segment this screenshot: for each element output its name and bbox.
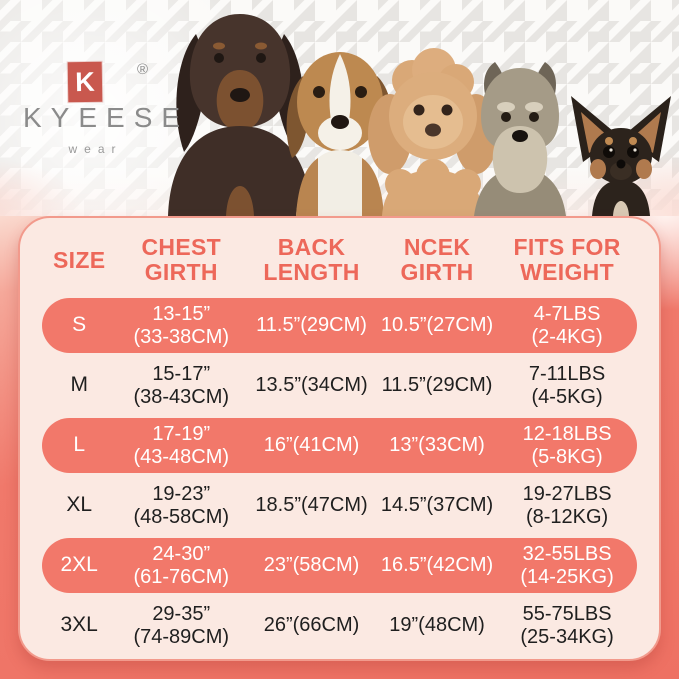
- brand-subtitle: wear: [68, 142, 123, 156]
- cell-weight: 19-27LBS (8-12KG): [522, 482, 612, 528]
- cell-chest-girth: 24-30” (61-76CM): [133, 542, 230, 588]
- brand-logo-letter: K: [74, 66, 96, 97]
- cell-back-length: 11.5”(29CM): [256, 314, 367, 336]
- cell-back-length: 13.5”(34CM): [255, 374, 368, 396]
- cell-size: M: [70, 373, 88, 397]
- table-row-3xl: 3XL 29-35” (74-89CM) 26”(66CM) 19”(48CM)…: [42, 598, 637, 653]
- cell-back-length: 16”(41CM): [263, 434, 360, 456]
- cell-neck-girth: 14.5”(37CM): [380, 494, 494, 516]
- cell-size: L: [73, 433, 86, 457]
- cell-size: S: [72, 313, 87, 337]
- hero-section: K ® KYEESE wear: [0, 0, 679, 216]
- dogs-illustration: [168, 14, 671, 216]
- column-header-chest-girth: CHEST GIRTH: [141, 234, 221, 285]
- chart-background: SIZE CHEST GIRTH BACK LENGTH NCEK GIRTH …: [0, 216, 679, 679]
- table-row-s: S 13-15” (33-38CM) 11.5”(29CM) 10.5”(27C…: [42, 298, 637, 353]
- cell-chest-girth: 19-23” (48-58CM): [133, 482, 230, 528]
- brand-name: KYEESE: [23, 102, 190, 133]
- cell-chest-girth: 13-15” (33-38CM): [133, 302, 230, 348]
- cell-neck-girth: 10.5”(27CM): [380, 314, 494, 336]
- table-row-xl: XL 19-23” (48-58CM) 18.5”(47CM) 14.5”(37…: [42, 478, 637, 533]
- brand-logo-mark: K: [67, 61, 103, 103]
- cell-neck-girth: 16.5”(42CM): [380, 554, 494, 576]
- cell-weight: 4-7LBS (2-4KG): [531, 302, 603, 348]
- cell-chest-girth: 15-17” (38-43CM): [133, 362, 230, 408]
- cell-size: XL: [66, 493, 93, 517]
- column-header-neck-girth: NCEK GIRTH: [400, 234, 474, 285]
- column-header-back-length: BACK LENGTH: [263, 234, 360, 285]
- cell-size: 2XL: [60, 553, 98, 577]
- cell-neck-girth: 13”(33CM): [389, 434, 485, 456]
- dog-doberman-image: [168, 14, 312, 216]
- column-header-fits-for-weight: FITS FOR WEIGHT: [513, 234, 621, 285]
- cell-size: 3XL: [60, 613, 98, 637]
- table-row-m: M 15-17” (38-43CM) 13.5”(34CM) 11.5”(29C…: [42, 358, 637, 413]
- column-header-size: SIZE: [53, 246, 106, 273]
- cell-chest-girth: 29-35” (74-89CM): [133, 602, 230, 648]
- cell-chest-girth: 17-19” (43-48CM): [133, 422, 230, 468]
- size-chart-panel: SIZE CHEST GIRTH BACK LENGTH NCEK GIRTH …: [18, 216, 661, 661]
- registered-trademark-icon: ®: [137, 61, 149, 78]
- dog-poodle-image: [368, 48, 498, 216]
- cell-back-length: 23”(58CM): [263, 554, 360, 576]
- dog-schnauzer-image: [474, 62, 566, 216]
- table-row-2xl: 2XL 24-30” (61-76CM) 23”(58CM) 16.5”(42C…: [42, 538, 637, 593]
- cell-back-length: 26”(66CM): [263, 614, 360, 636]
- cell-weight: 12-18LBS (5-8KG): [522, 422, 612, 468]
- cell-weight: 7-11LBS (4-5KG): [528, 362, 606, 408]
- brand-logo: K ® KYEESE wear: [0, 0, 200, 216]
- cell-neck-girth: 11.5”(29CM): [381, 374, 493, 396]
- dog-chihuahua-image: [571, 96, 671, 216]
- cell-weight: 55-75LBS (25-34KG): [520, 602, 614, 648]
- table-row-l: L 17-19” (43-48CM) 16”(41CM) 13”(33CM) 1…: [42, 418, 637, 473]
- cell-weight: 32-55LBS (14-25KG): [520, 542, 614, 588]
- cell-back-length: 18.5”(47CM): [255, 494, 368, 516]
- table-header-row: SIZE CHEST GIRTH BACK LENGTH NCEK GIRTH …: [42, 227, 637, 293]
- cell-neck-girth: 19”(48CM): [389, 614, 485, 636]
